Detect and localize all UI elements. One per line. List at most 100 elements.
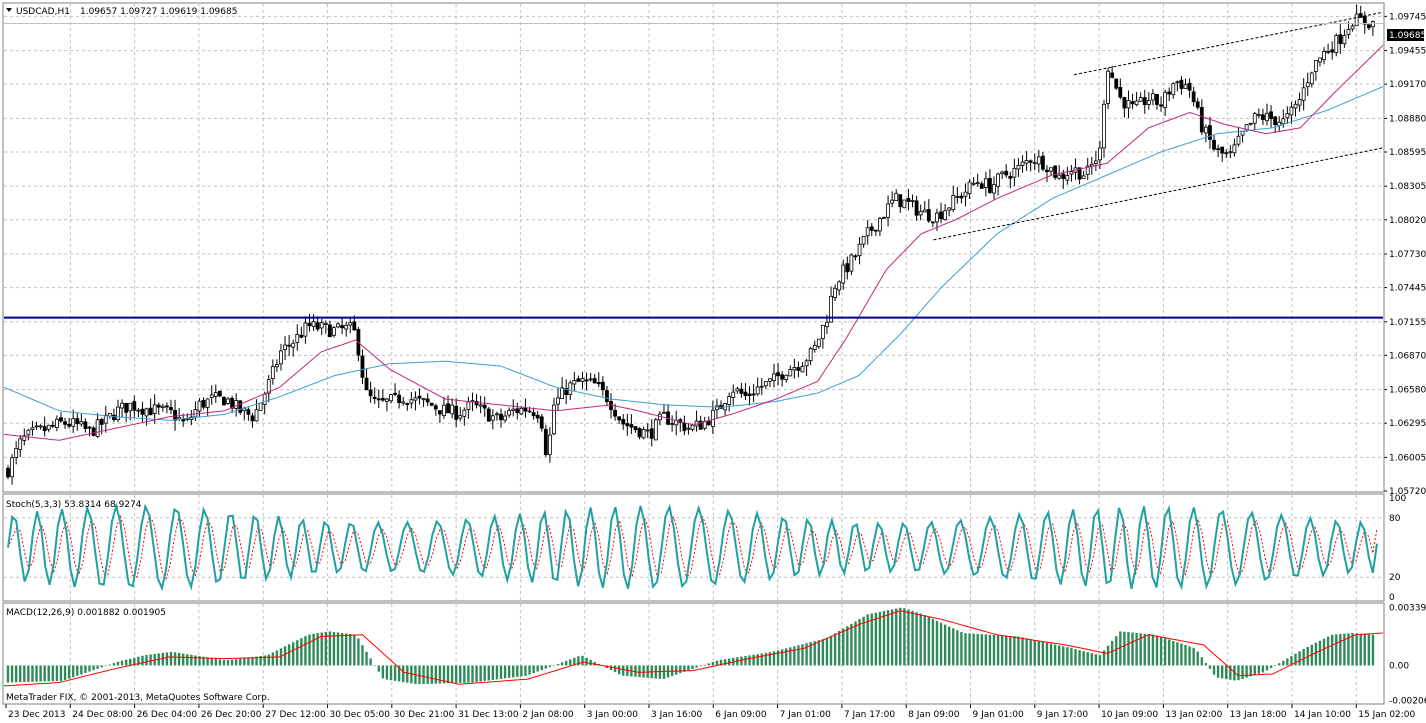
candle-body (124, 402, 129, 413)
candle-body (409, 399, 414, 404)
candle-body (425, 398, 430, 403)
macd-bar (1282, 660, 1285, 666)
macd-bar (846, 626, 849, 666)
macd-bar (271, 652, 275, 666)
candle-body (992, 184, 996, 194)
price-tick-label: 1.09455 (1389, 47, 1426, 57)
macd-bar (324, 631, 328, 666)
macd-bar (1204, 663, 1208, 666)
candle-body (841, 264, 846, 284)
stoch-pane-frame (2, 493, 1385, 602)
candle-body (1256, 114, 1261, 116)
price-tick-label: 1.06580 (1389, 386, 1426, 396)
candle-body (747, 393, 752, 396)
candle-body (564, 388, 569, 396)
macd-bar (842, 628, 845, 666)
candle-body (1016, 164, 1021, 170)
macd-bar (719, 659, 723, 666)
macd-bar (581, 655, 584, 666)
macd-bar (104, 665, 107, 666)
stoch-tick-label: 0 (1389, 593, 1395, 603)
macd-bar (1082, 651, 1085, 666)
drawing-objects[interactable] (4, 11, 1384, 319)
macd-bar (234, 659, 238, 666)
candle-body (755, 386, 760, 395)
macd-bar (540, 665, 543, 671)
main-grid (4, 4, 1383, 491)
macd-bar (312, 633, 315, 666)
macd-bar (943, 624, 947, 666)
macd-bar (679, 665, 682, 674)
macd-bar (593, 661, 596, 666)
macd-bar (495, 665, 499, 680)
macd-bar (764, 652, 768, 666)
macd-bar (1261, 665, 1265, 673)
candle-body (576, 378, 581, 382)
candle-body (857, 243, 862, 257)
macd-bar (71, 665, 75, 678)
candle-body (1330, 49, 1335, 53)
macd-bar (772, 651, 776, 666)
macd-bar (956, 630, 959, 666)
candle-body (112, 414, 116, 421)
candle-body (128, 402, 133, 412)
symbol-menu-icon[interactable] (6, 8, 12, 12)
macd-bar (1233, 665, 1236, 681)
candle-body (454, 405, 459, 420)
macd-bar (634, 665, 637, 677)
macd-bar (418, 665, 421, 685)
stoch-axis: 100 80 20 0 (1389, 494, 1406, 603)
macd-bar (1090, 653, 1093, 666)
macd-bar (642, 665, 645, 678)
candle-body (14, 448, 19, 458)
candle-body (1371, 21, 1375, 28)
macd-bar (328, 631, 332, 666)
macd-bar (707, 663, 710, 666)
time-tick-label: 3 Jan 16:00 (651, 710, 703, 720)
macd-bar (675, 665, 678, 675)
candle-body (18, 438, 23, 450)
macd-bar (760, 653, 763, 666)
macd-bar (1037, 640, 1041, 666)
candle-body (397, 394, 402, 403)
candle-body (1354, 13, 1359, 27)
candle-body (792, 366, 797, 371)
candle-body (1110, 72, 1115, 78)
candle-body (1191, 91, 1196, 103)
macd-bar (247, 657, 250, 666)
macd-bar (1278, 663, 1281, 666)
macd-bar (613, 665, 617, 673)
candle-body (307, 322, 312, 327)
candle-body (1208, 125, 1212, 140)
price-tick-label: 1.08305 (1389, 182, 1426, 192)
candle-body (939, 211, 943, 219)
candle-body (201, 400, 206, 408)
candle-body (152, 404, 157, 414)
macd-bar (911, 610, 914, 666)
macd-bar (137, 656, 140, 666)
macd-bar (112, 663, 116, 666)
candle-body (54, 418, 59, 428)
macd-bar (471, 665, 474, 683)
macd-bar (964, 633, 967, 666)
candle-body (1342, 35, 1347, 45)
candle-body (120, 402, 124, 409)
candle-body (1065, 175, 1070, 181)
macd-bar (939, 622, 943, 666)
macd-bar (988, 634, 992, 666)
candle-body (845, 263, 850, 273)
candle-body (955, 196, 960, 198)
macd-bar (1298, 651, 1301, 666)
macd-bar (658, 665, 662, 679)
candle-body (653, 419, 658, 441)
candle-body (1077, 167, 1082, 180)
candle-body (1305, 82, 1310, 88)
candle-body (1049, 167, 1053, 172)
candle-body (299, 334, 304, 338)
macd-bar (59, 665, 63, 681)
candle-body (804, 360, 809, 367)
macd-bar (520, 665, 523, 677)
macd-histogram (6, 607, 1375, 685)
macd-bar (980, 634, 983, 666)
candle-body (625, 423, 630, 427)
